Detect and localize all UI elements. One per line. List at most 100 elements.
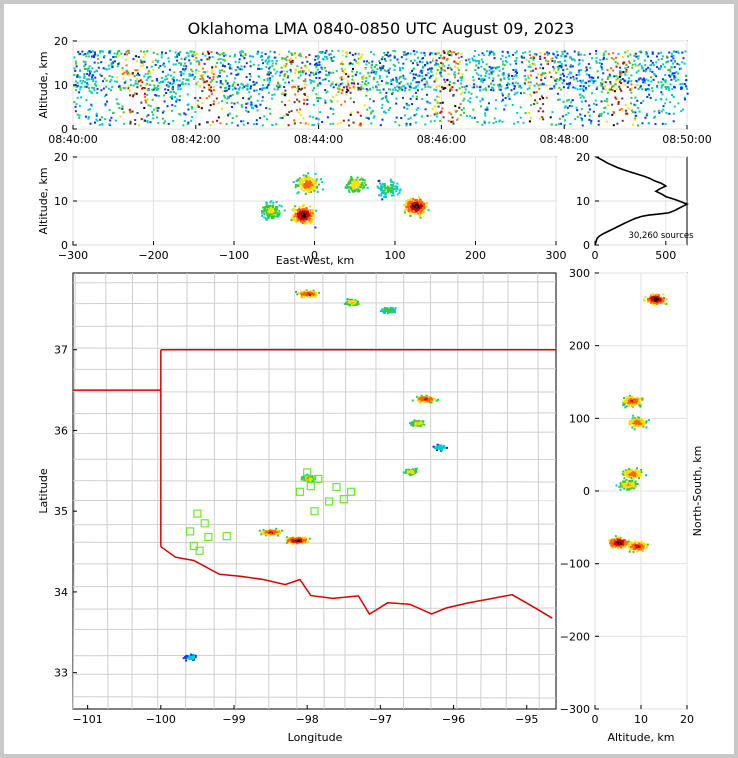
lightning-source [630,83,633,86]
lightning-source [110,62,113,65]
lightning-source [625,65,628,68]
lightning-source [296,214,299,217]
lightning-source [273,68,276,71]
lightning-source [389,188,392,191]
lightning-source [238,58,241,61]
lightning-source [270,200,273,203]
lightning-source [399,76,402,78]
lightning-source [309,222,312,225]
lightning-source [215,51,218,54]
lightning-source [248,97,251,100]
lightning-source [86,82,89,85]
lightning-source [272,216,275,219]
lightning-source [667,85,669,88]
lightning-source [604,81,607,84]
lightning-source [359,88,362,91]
lightning-source [548,52,551,55]
lightning-source [382,189,385,192]
lightning-source [191,73,194,76]
lightning-source [321,68,323,71]
lightning-source [392,192,394,195]
lightning-source [459,103,462,106]
lightning-source [283,70,286,72]
lightning-source [413,419,416,422]
lightning-source [455,89,458,92]
county-line [374,272,377,710]
lightning-source [627,397,630,400]
lightning-source [379,124,382,127]
lightning-source [353,82,355,85]
lightning-source [463,97,466,100]
lightning-source [297,111,300,114]
lightning-source [475,72,478,75]
lightning-source [274,210,277,213]
lightning-source [666,298,669,301]
lightning-source [153,86,156,89]
lightning-source [275,201,278,203]
lightning-source [188,59,191,62]
lightning-source [290,540,293,543]
lightning-source [668,112,671,115]
lightning-source [191,70,194,73]
lightning-source [416,395,418,398]
lightning-source [371,69,374,72]
lightning-source [268,73,271,76]
lightning-source [310,215,313,218]
lightning-source [156,79,159,82]
lightning-source [551,57,554,60]
lightning-source [210,51,213,53]
lightning-source [296,109,298,112]
lightning-source [417,74,419,77]
lightning-source [123,71,126,74]
lightning-source [602,72,605,75]
lightning-source [151,79,154,82]
lightning-source [411,95,414,98]
lightning-source [313,291,316,293]
lightning-source [515,59,518,62]
lightning-source [377,180,380,183]
lightning-source [497,84,500,87]
lightning-source [671,94,673,96]
lightning-source [134,82,137,85]
lightning-source [484,114,487,117]
lightning-source [275,206,278,208]
lightning-source [555,82,558,85]
lightning-source [193,53,196,56]
lightning-source [234,87,237,90]
lightning-source [578,59,581,62]
lightning-source [91,50,94,53]
lightning-source [412,421,415,424]
lightning-source [659,299,662,302]
lightning-source [231,117,234,120]
lightning-source [535,76,538,79]
lightning-source [397,61,400,64]
lightning-source [291,59,294,62]
lightning-source [307,179,310,181]
lightning-source [473,59,476,62]
lightning-source [501,54,504,57]
lightning-source [116,52,119,55]
lightning-source [304,72,307,75]
lightning-source [421,98,424,100]
lightning-source [283,75,286,78]
lightning-source [265,66,268,69]
lightning-source [647,79,650,82]
lightning-source [178,99,181,102]
lightning-source [402,51,405,53]
lightning-source [403,114,406,117]
lightning-source [156,109,159,112]
lightning-source [651,297,654,300]
lightning-source [638,50,641,53]
lightning-source [544,77,547,79]
lightning-source [564,64,567,67]
lightning-source [265,204,268,207]
lightning-source [153,88,156,91]
lightning-source [655,302,658,305]
lightning-source [609,82,612,85]
lightning-source [187,121,190,124]
lightning-source [187,55,190,57]
lightning-source [631,111,634,114]
lightning-source [388,189,391,192]
lightning-source [440,75,443,78]
lightning-source [602,54,605,57]
